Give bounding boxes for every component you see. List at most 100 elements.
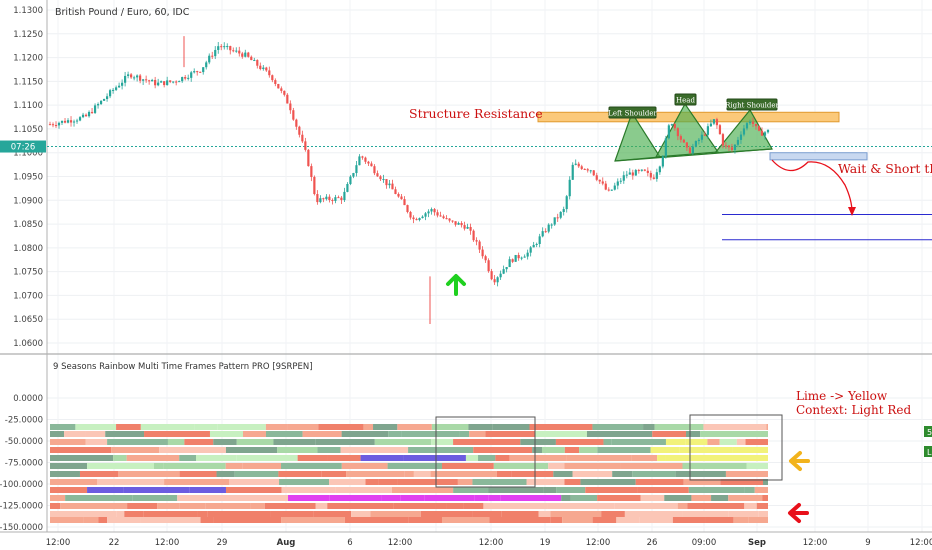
heatmap-cell: [107, 439, 168, 445]
candle-body: [63, 120, 67, 123]
heatmap-cell: [374, 439, 432, 445]
badge-5: 5: [924, 426, 932, 437]
candle-body: [340, 197, 343, 201]
candle-body: [484, 256, 487, 261]
candle-body: [514, 255, 517, 262]
candle-body: [394, 189, 397, 194]
heatmap-cell: [123, 487, 190, 493]
candle-body: [580, 166, 583, 169]
candle-body: [352, 173, 355, 177]
candle-body: [111, 89, 115, 91]
candle-body: [298, 126, 301, 135]
heatmap-cell: [281, 517, 345, 523]
heatmap-cell: [637, 487, 689, 493]
heatmap-cell: [184, 439, 214, 445]
heatmap-cell: [614, 503, 678, 509]
heatmap-cell: [340, 447, 409, 453]
heatmap-cell: [446, 503, 464, 509]
candle-body: [400, 196, 403, 200]
heatmap-cell: [679, 447, 733, 453]
short-arrow-head: [848, 207, 856, 216]
time-tick-label: 12:00: [388, 538, 413, 548]
candle-body: [703, 134, 707, 136]
candle-body: [322, 198, 325, 200]
candle-body: [427, 211, 430, 214]
time-tick-label: 19: [540, 538, 551, 548]
badge-l: L: [924, 446, 932, 457]
price-tick-label: 1.0700: [13, 291, 43, 301]
heatmap-cell: [420, 511, 473, 517]
candle-body: [442, 216, 445, 219]
candle-body: [69, 120, 73, 123]
candle-body: [445, 218, 448, 220]
time-tick-label: Aug: [277, 538, 296, 548]
candle-body: [673, 124, 676, 129]
heatmap-cell: [273, 439, 316, 445]
candle-body: [547, 224, 550, 232]
price-tick-label: 1.0750: [13, 268, 43, 278]
candle-body: [57, 122, 61, 126]
heatmap-cell: [127, 503, 158, 509]
heatmap-cell: [511, 471, 527, 477]
heatmap-cell: [441, 463, 494, 469]
heatmap-cell: [351, 511, 371, 517]
candle-body: [439, 215, 442, 217]
heatmap-cell: [50, 503, 61, 509]
candle-body: [631, 172, 634, 176]
candle-body: [310, 166, 313, 177]
candle-body: [337, 197, 340, 199]
heatmap-cell: [612, 471, 633, 477]
heatmap-cell: [579, 447, 598, 453]
heatmap-cell: [500, 495, 562, 501]
indicator-tick-label: -125.0000: [0, 502, 43, 512]
candle-body: [370, 163, 373, 167]
candle-body: [721, 134, 725, 146]
heatmap-cell: [561, 495, 571, 501]
candle-body: [742, 128, 746, 135]
candle-body: [652, 177, 655, 179]
heatmap-cell: [140, 424, 195, 430]
heatmap-cell: [719, 439, 737, 445]
heatmap-cell: [413, 471, 431, 477]
heatmap-cell: [327, 455, 361, 461]
candle-body: [538, 236, 541, 244]
heatmap-cell: [672, 517, 706, 523]
heatmap-cell: [50, 424, 76, 430]
heatmap-cell: [327, 503, 394, 509]
heatmap-cell: [346, 471, 405, 477]
candle-body: [634, 170, 637, 176]
candle-body: [133, 77, 136, 79]
candle-body: [559, 211, 562, 218]
time-tick-label: 12:00: [479, 538, 504, 548]
heatmap-cell: [675, 471, 726, 477]
candle-body: [562, 209, 565, 212]
heatmap-cell: [217, 424, 266, 430]
time-tick-label: 9: [865, 538, 870, 548]
heatmap-cell: [548, 463, 565, 469]
candle-body: [592, 170, 595, 176]
heatmap-cell: [700, 431, 761, 437]
candle-body: [184, 77, 187, 79]
heatmap-cell: [50, 447, 112, 453]
candle-body: [295, 119, 298, 127]
candle-body: [406, 205, 409, 213]
heatmap-cell: [159, 447, 226, 453]
heatmap-cell: [278, 471, 322, 477]
left-shoulder-tag: Left Shoulder: [608, 106, 657, 119]
heatmap-cell: [207, 511, 271, 517]
candle-body: [331, 200, 334, 202]
price-axis: 1.1300 1.1250 1.1200 1.1150 1.1100 1.1050 1.10…: [13, 6, 43, 349]
heatmap-cell: [242, 431, 266, 437]
candle-body: [325, 196, 328, 200]
candle-body: [661, 156, 664, 167]
heatmap-cell: [225, 463, 243, 469]
candle-body: [93, 105, 97, 113]
indicator-title: 9 Seasons Rainbow Multi Time Frames Patt…: [53, 362, 313, 372]
heatmap-cell: [397, 424, 432, 430]
candle-body: [754, 123, 758, 127]
heatmap-cell: [50, 455, 114, 461]
candle-body: [181, 77, 184, 82]
candle-body: [517, 255, 520, 259]
heatmap-cell: [711, 495, 729, 501]
candle-body: [96, 104, 100, 106]
